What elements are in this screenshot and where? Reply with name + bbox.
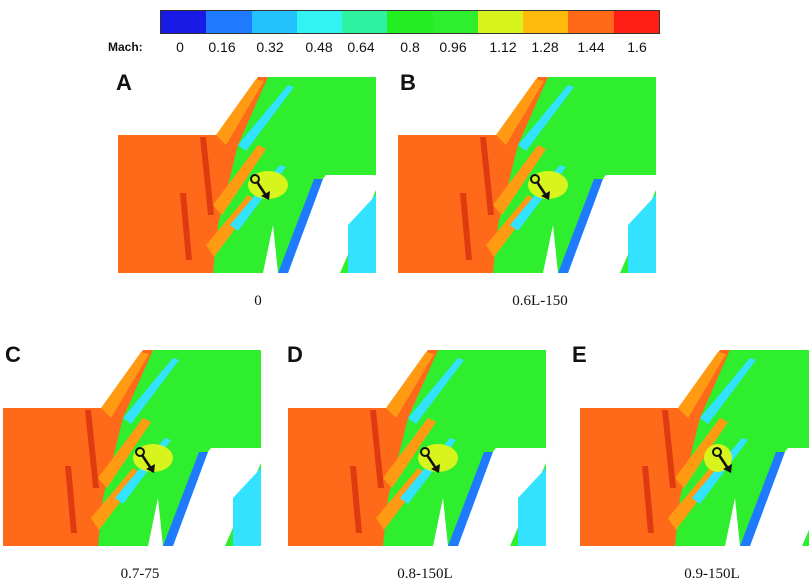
caption-a: 0 bbox=[254, 293, 262, 309]
colorbar-segment bbox=[523, 11, 569, 33]
arrow-head bbox=[723, 464, 732, 473]
wake-region bbox=[233, 468, 261, 546]
panel-letter-c: C bbox=[5, 342, 21, 367]
colorbar-tick-label: 0.8 bbox=[400, 39, 420, 55]
arrow-head bbox=[261, 191, 270, 200]
shock-band bbox=[496, 79, 544, 145]
arrow-origin-circle bbox=[530, 174, 540, 184]
caption-d: 0.8-150L bbox=[397, 566, 453, 582]
panel-letter-d: D bbox=[287, 342, 303, 367]
colorbar-segment bbox=[387, 11, 433, 33]
colorbar-tick-label: 1.28 bbox=[531, 39, 559, 55]
colorbar-tick-label: 0.48 bbox=[305, 39, 333, 55]
shock-band bbox=[213, 145, 266, 215]
contour-panel-b bbox=[398, 75, 656, 273]
contour-panel-a bbox=[118, 75, 376, 273]
arrow-origin-circle bbox=[135, 447, 145, 457]
blade-passage bbox=[173, 448, 261, 546]
shock-streak bbox=[460, 193, 472, 260]
blade-passage bbox=[458, 448, 546, 546]
shock-streak bbox=[662, 410, 676, 488]
blade-passage bbox=[568, 175, 656, 273]
shock-band bbox=[101, 352, 149, 418]
colorbar-tick-label: 0.96 bbox=[439, 39, 467, 55]
panel-letter-e: E bbox=[572, 342, 587, 367]
caption-e: 0.9-150L bbox=[684, 566, 740, 582]
arrow-head bbox=[431, 464, 440, 473]
colorbar-segment bbox=[342, 11, 388, 33]
wake-stripe bbox=[163, 452, 208, 546]
shock-streak bbox=[85, 410, 99, 488]
contour-panel-d bbox=[288, 348, 546, 546]
blade bbox=[518, 85, 574, 151]
wake-stripe bbox=[740, 452, 785, 546]
shock-band bbox=[678, 352, 726, 418]
mach-colorbar bbox=[160, 10, 660, 34]
blade bbox=[408, 358, 464, 424]
colorbar-label: Mach: bbox=[108, 40, 143, 54]
panel-letter-b: B bbox=[400, 70, 416, 95]
colorbar-segment bbox=[568, 11, 614, 33]
blade bbox=[123, 358, 179, 424]
wake-stripe bbox=[448, 452, 493, 546]
wake-region bbox=[518, 468, 546, 546]
blade bbox=[238, 85, 294, 151]
shock-band bbox=[386, 352, 434, 418]
colorbar-segment bbox=[477, 11, 524, 33]
arrow-head bbox=[541, 191, 550, 200]
contour-panel-c bbox=[3, 348, 261, 546]
blade-passage bbox=[750, 448, 809, 546]
caption-c: 0.7-75 bbox=[120, 566, 160, 582]
arrow-origin-circle bbox=[712, 447, 722, 457]
wake-stripe bbox=[558, 179, 603, 273]
shock-streak bbox=[200, 137, 214, 215]
blade-passage bbox=[288, 175, 376, 273]
colorbar-segment bbox=[206, 11, 252, 33]
contour-panel-e bbox=[580, 348, 809, 546]
shock-streak bbox=[65, 466, 77, 533]
colorbar-tick-label: 0.32 bbox=[256, 39, 284, 55]
arrow-head bbox=[146, 464, 155, 473]
shock-band bbox=[493, 145, 546, 215]
shock-streak bbox=[350, 466, 362, 533]
colorbar-segment bbox=[161, 11, 207, 33]
caption-b: 0.6L-150 bbox=[512, 293, 568, 309]
wake-stripe bbox=[278, 179, 323, 273]
arrow-origin-circle bbox=[420, 447, 430, 457]
colorbar-segment bbox=[296, 11, 343, 33]
colorbar-tick-label: 0.64 bbox=[347, 39, 375, 55]
colorbar-tick-label: 1.12 bbox=[489, 39, 517, 55]
shock-streak bbox=[370, 410, 384, 488]
shock-band bbox=[98, 418, 151, 488]
shock-band bbox=[675, 418, 728, 488]
panel-letter-a: A bbox=[116, 70, 132, 95]
shock-streak bbox=[480, 137, 494, 215]
colorbar-tick-label: 1.44 bbox=[577, 39, 605, 55]
shock-band bbox=[383, 418, 436, 488]
colorbar-tick-label: 0.16 bbox=[208, 39, 236, 55]
shock-band bbox=[216, 79, 264, 145]
wake-region bbox=[628, 195, 656, 273]
wake-region bbox=[348, 195, 376, 273]
blade bbox=[700, 358, 756, 424]
colorbar-segment bbox=[251, 11, 297, 33]
colorbar-segment bbox=[432, 11, 478, 33]
shock-streak bbox=[642, 466, 654, 533]
arrow-origin-circle bbox=[250, 174, 260, 184]
shock-streak bbox=[180, 193, 192, 260]
colorbar-tick-label: 1.6 bbox=[627, 39, 647, 55]
colorbar-segment bbox=[613, 11, 659, 33]
colorbar-tick-label: 0 bbox=[176, 39, 184, 55]
